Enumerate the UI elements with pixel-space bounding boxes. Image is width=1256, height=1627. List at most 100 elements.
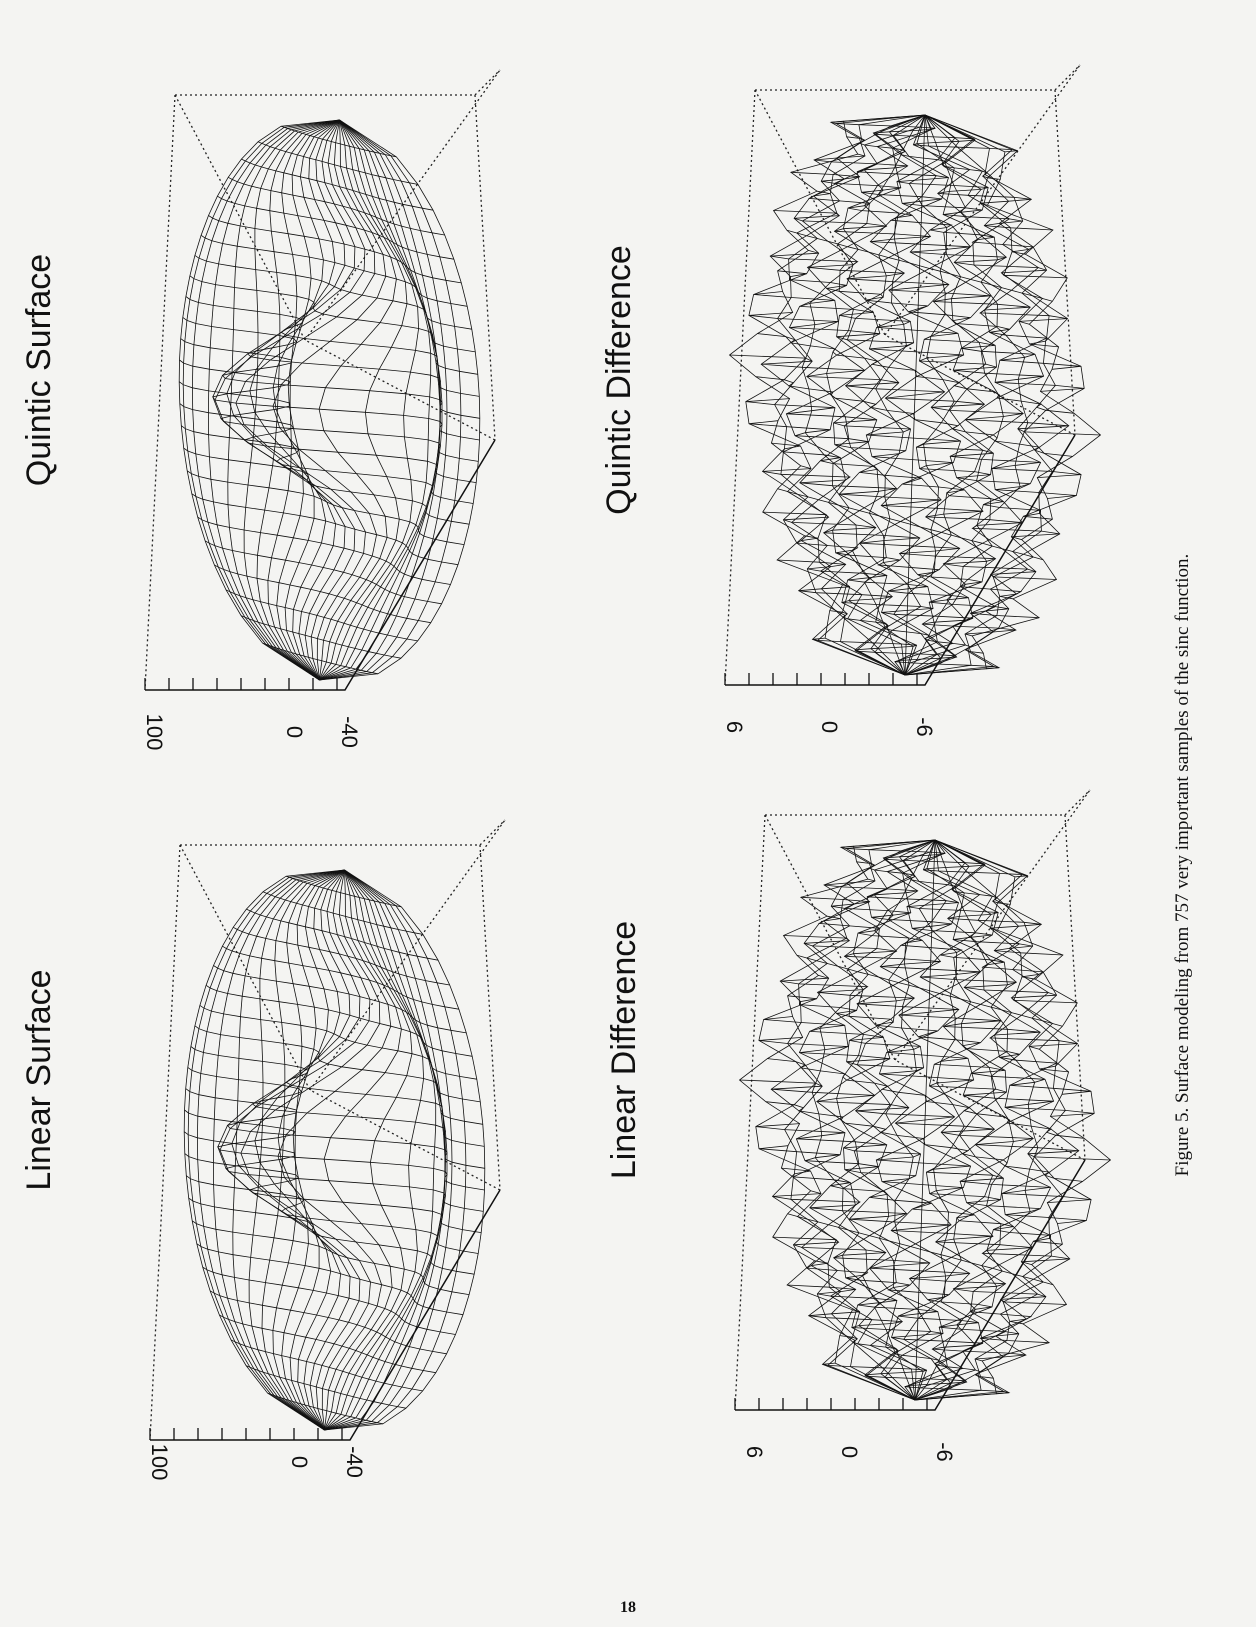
surface-mesh [795,535,1023,600]
surface-mesh [904,114,1085,676]
z-tick-label: 0 [282,726,307,738]
surface-mesh [765,1101,1083,1182]
surface-mesh [324,869,453,1431]
panel-title: Quintic Surface [20,254,58,486]
surface-mesh [777,488,1044,561]
surface-mesh [758,1145,1087,1224]
surface-mesh [729,354,1101,436]
surface-mesh [197,516,451,585]
bounding-box [149,819,506,1441]
surface-mesh [245,1365,407,1409]
surface-mesh [267,1392,384,1425]
surface-mesh [755,376,1073,457]
surface-mesh [904,839,1041,1401]
z-tick-label: -6 [912,717,937,737]
surface-mesh [787,1284,1050,1344]
z-tick-label: 100 [142,714,167,751]
surface-mesh [772,1236,1067,1305]
surface-mesh [272,119,387,681]
surface-mesh [914,839,1112,1401]
surface-mesh [219,1314,436,1374]
surface-mesh [914,839,1079,1401]
surface-mesh [903,839,985,1401]
panel: Quintic Surface 100 0 -40 [20,69,501,751]
surface-mesh [898,114,992,676]
surface-mesh [184,1153,482,1233]
z-tick-label: 6 [722,721,747,733]
z-tick-label: 0 [837,1446,862,1458]
surface-mesh [240,869,381,1431]
surface-mesh [908,839,1002,1401]
surface-mesh [745,398,1082,478]
axis [150,1189,501,1441]
surface-mesh [191,1220,470,1295]
surface-mesh [184,1109,485,1191]
surface-mesh [904,114,1102,676]
axis [145,439,496,691]
axis [735,1159,1086,1411]
z-tick-label: 100 [147,1444,172,1481]
surface-mesh [904,114,1045,676]
surface-mesh [277,869,392,1431]
surface-mesh [812,637,1000,670]
surface-mesh [904,114,1039,676]
surface-mesh [319,119,420,681]
surface-mesh [324,869,448,1431]
surface-mesh [324,869,437,1431]
surface-mesh [755,1123,1092,1203]
z-tick-label: -40 [342,1446,367,1478]
surface-mesh [324,869,425,1431]
surface-mesh [319,119,432,681]
surface-mesh [179,359,480,441]
surface-mesh [235,119,376,681]
bounding-box [734,789,1091,1411]
surface-mesh [324,869,467,1431]
bounding-box [724,64,1081,686]
surface-mesh [191,493,459,566]
surface-mesh [324,869,446,1431]
surface-mesh [240,615,402,659]
surface-mesh [196,1243,464,1316]
z-tick-label: -40 [337,716,362,748]
panel-title: Quintic Difference [600,245,638,515]
z-tick-label: -6 [932,1442,957,1462]
surface-mesh [771,442,1053,520]
surface-mesh [324,869,486,1431]
surface-mesh [319,119,441,681]
bounding-box [144,69,501,691]
surface-mesh [805,1260,1033,1325]
surface-mesh [777,559,1040,619]
surface-mesh [230,1339,423,1392]
surface-mesh [324,869,413,1431]
surface-mesh [319,119,408,681]
surface-mesh [798,584,1016,637]
surface-mesh [318,119,397,681]
surface-mesh [202,1266,456,1335]
surface-mesh [214,564,431,624]
surface-mesh [914,839,1055,1401]
z-tick-label: 0 [817,721,842,733]
surface-mesh [225,589,418,642]
surface-mesh [822,1362,1010,1395]
axis [725,434,1076,686]
figure: Linear Surface 100 0 -40 Quintic Surface 100 0… [20,64,1112,1481]
surface-mesh [323,869,402,1431]
page-number: 18 [620,1599,636,1616]
panel-title: Linear Difference [605,921,643,1179]
surface-mesh [748,420,1077,499]
surface-mesh [319,119,443,681]
surface-mesh [808,1309,1026,1362]
surface-mesh [914,839,1049,1401]
surface-mesh [914,839,1095,1401]
surface-mesh [787,1213,1054,1286]
surface-mesh [179,403,477,483]
panel: Quintic Difference 6 0 -6 [600,64,1102,737]
surface-mesh [319,119,462,681]
surface-mesh [319,119,481,681]
z-tick-label: 6 [742,1446,767,1458]
surface-mesh [319,119,448,681]
z-tick-label: 0 [287,1456,312,1468]
panel: Linear Difference 6 0 -6 [605,789,1112,1462]
